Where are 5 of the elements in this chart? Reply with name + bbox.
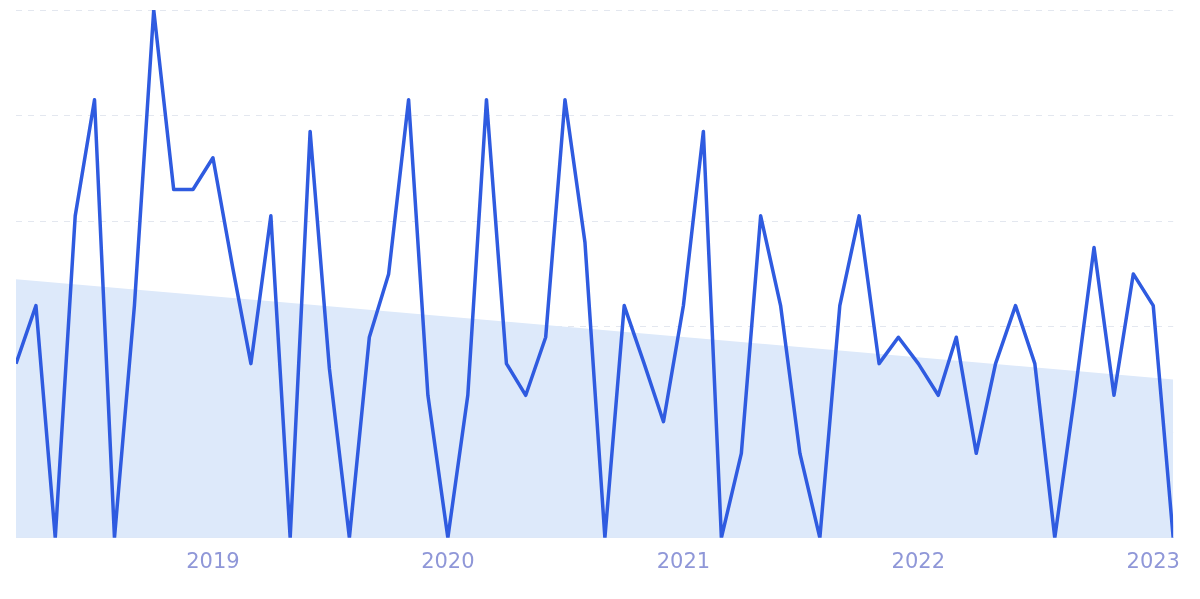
x-tick-label: 2020 — [421, 548, 475, 573]
x-tick-label: 2023 — [1126, 548, 1180, 573]
x-tick-label: 2019 — [186, 548, 240, 573]
x-tick-label: 2022 — [891, 548, 946, 573]
x-tick-label: 2021 — [656, 548, 711, 573]
